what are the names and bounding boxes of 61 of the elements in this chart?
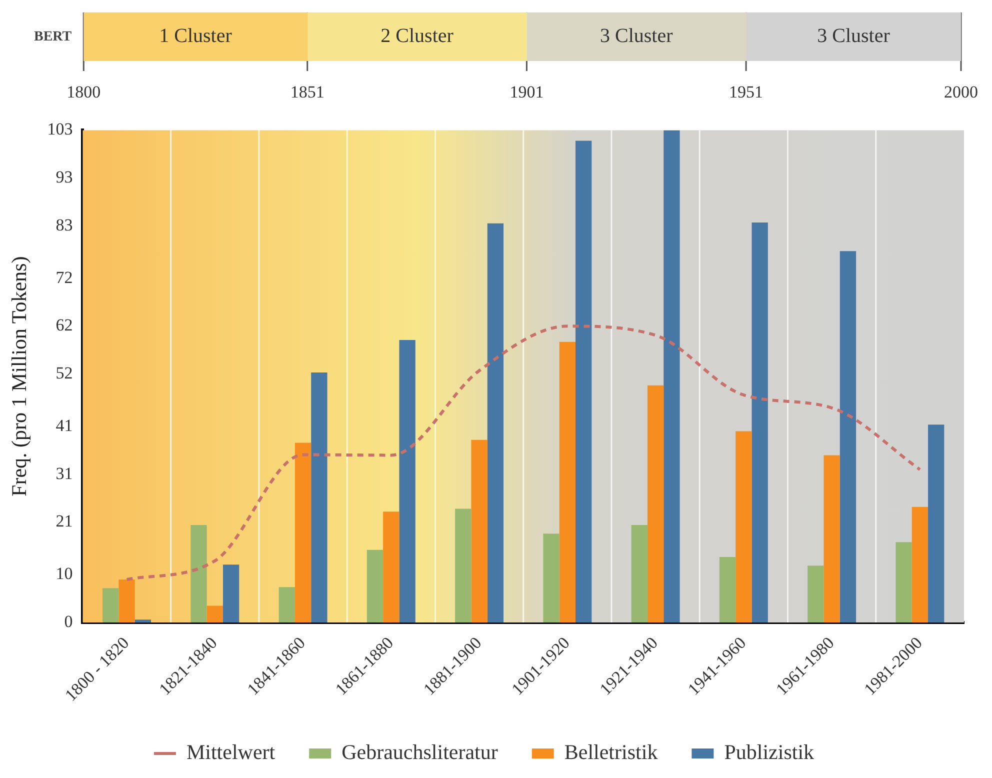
bar [526, 12, 746, 61]
x-tick-label: 1951 [729, 82, 764, 102]
bar [307, 12, 528, 61]
bar [824, 455, 840, 622]
bar [928, 424, 944, 622]
bar [896, 542, 912, 622]
y-tick-label: 0 [64, 612, 73, 631]
bar [631, 524, 648, 622]
bar [719, 557, 736, 622]
series-label: 3 Cluster [817, 24, 890, 47]
legend-label: Mittelwert [186, 740, 276, 764]
bar [102, 588, 119, 622]
bar [399, 340, 416, 622]
bar [206, 606, 223, 622]
series-label: 1 Cluster [159, 24, 232, 47]
bar [471, 440, 488, 622]
bar [808, 566, 824, 622]
y-tick-label: 103 [47, 120, 73, 139]
series-label: 2 Cluster [380, 24, 454, 47]
y-tick-label: BERT [34, 29, 72, 44]
bar [736, 431, 752, 622]
bar [912, 506, 928, 622]
y-tick-label: 83 [56, 215, 73, 234]
bar [543, 534, 560, 622]
bar [84, 12, 308, 61]
bar [664, 130, 680, 622]
legend-label: Publizistik [724, 740, 815, 764]
bar [190, 524, 207, 622]
y-tick-label: 10 [56, 564, 73, 584]
bar [383, 512, 400, 622]
bar [840, 251, 856, 622]
y-tick-label: 31 [56, 464, 73, 483]
bar [647, 385, 664, 622]
y-axis-title: Freq. (pro 1 Million Tokens) [7, 256, 32, 496]
y-tick-label: 62 [56, 316, 73, 335]
bar [366, 550, 384, 622]
y-tick-label: 21 [56, 512, 73, 531]
bar [118, 579, 135, 622]
bar [134, 620, 151, 622]
x-tick-label: 1800 [66, 82, 101, 102]
legend-label: Belletristik [564, 740, 658, 764]
bar [559, 342, 576, 622]
bar [311, 372, 328, 622]
y-tick-label: 52 [56, 363, 73, 382]
bar [487, 223, 504, 622]
bar [455, 508, 472, 622]
x-tick-label: 1901 [510, 82, 544, 102]
bar [278, 587, 295, 622]
bar [222, 564, 240, 622]
series-label: 3 Cluster [600, 24, 674, 47]
x-tick-label: 1851 [290, 82, 324, 102]
bar [294, 442, 312, 622]
line-series [125, 324, 922, 581]
y-tick-label: 72 [56, 268, 73, 287]
bar [752, 222, 768, 622]
bar [746, 12, 961, 61]
x-tick-label: 2000 [944, 82, 978, 102]
y-tick-label: 41 [56, 416, 73, 435]
y-tick-label: 93 [56, 167, 73, 186]
bar [575, 140, 592, 622]
legend-label: Gebrauchsliteratur [342, 740, 498, 764]
